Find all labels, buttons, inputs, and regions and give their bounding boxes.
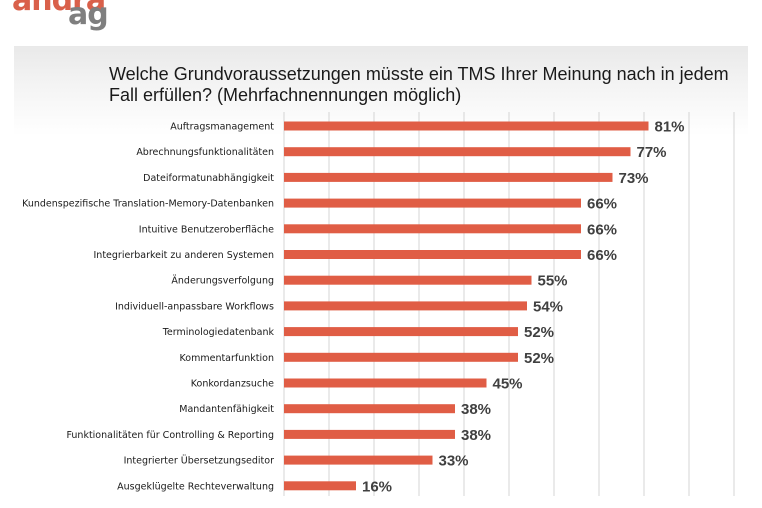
bar [284, 378, 487, 388]
category-label: Mandantenfähigkeit [179, 404, 274, 415]
category-label: Konkordanzsuche [191, 379, 274, 390]
category-label: Auftragsmanagement [170, 122, 274, 133]
value-label: 33% [439, 453, 469, 470]
bar [284, 481, 356, 491]
bar [284, 429, 455, 439]
value-label: 66% [587, 221, 617, 238]
value-label: 66% [587, 247, 617, 264]
bar [284, 301, 527, 311]
category-label: Intuitive Benutzeroberfläche [139, 224, 274, 235]
chart-title: Welche Grundvoraussetzungen müsste ein T… [109, 64, 729, 105]
bar [284, 121, 649, 131]
value-label: 52% [524, 350, 554, 367]
category-label: Integrierbarkeit zu anderen Systemen [94, 250, 275, 261]
bar [284, 327, 518, 337]
bar [284, 147, 631, 157]
andra-ag-logo: andra ag [12, 0, 122, 36]
value-label: 38% [461, 401, 491, 418]
value-label: 66% [587, 196, 617, 213]
bars [284, 121, 649, 491]
category-label: Individuell-anpassbare Workflows [115, 301, 274, 312]
category-label: Dateiformatunabhängigkeit [143, 173, 274, 184]
category-label: Kommentarfunktion [180, 353, 274, 364]
bar [284, 224, 581, 234]
value-label: 52% [524, 324, 554, 341]
bar [284, 455, 433, 465]
bar [284, 198, 581, 208]
category-label: Änderungsverfolgung [171, 276, 274, 287]
bar [284, 172, 613, 182]
bar [284, 250, 581, 259]
category-labels: Auftragsmanagement Abrechnungsfunktionali… [22, 122, 274, 493]
category-label: Terminologiedatenbank [162, 327, 275, 338]
bar [284, 275, 532, 285]
value-label: 73% [619, 170, 649, 187]
category-label: Abrechnungsfunktionalitäten [136, 147, 274, 158]
category-label: Integrierter Übersetzungseditor [124, 456, 275, 467]
value-label: 16% [362, 478, 392, 495]
bar [284, 352, 518, 362]
bar [284, 404, 455, 414]
value-label: 54% [533, 298, 563, 315]
category-label: Ausgeklügelte Rechteverwaltung [117, 481, 274, 492]
value-label: 81% [655, 119, 685, 136]
value-labels: 81%77%73%66%66%66%55%54%52%52%45%38%38%3… [362, 119, 685, 496]
value-label: 38% [461, 427, 491, 444]
category-label: Funktionalitäten für Controlling & Repor… [66, 430, 274, 441]
category-label: Kundenspezifische Translation-Memory-Dat… [22, 199, 274, 210]
value-label: 77% [637, 144, 667, 161]
logo-line-2: ag [68, 0, 109, 32]
logo-line-1: andra [12, 0, 106, 18]
value-label: 45% [493, 376, 523, 393]
value-label: 55% [538, 273, 568, 290]
